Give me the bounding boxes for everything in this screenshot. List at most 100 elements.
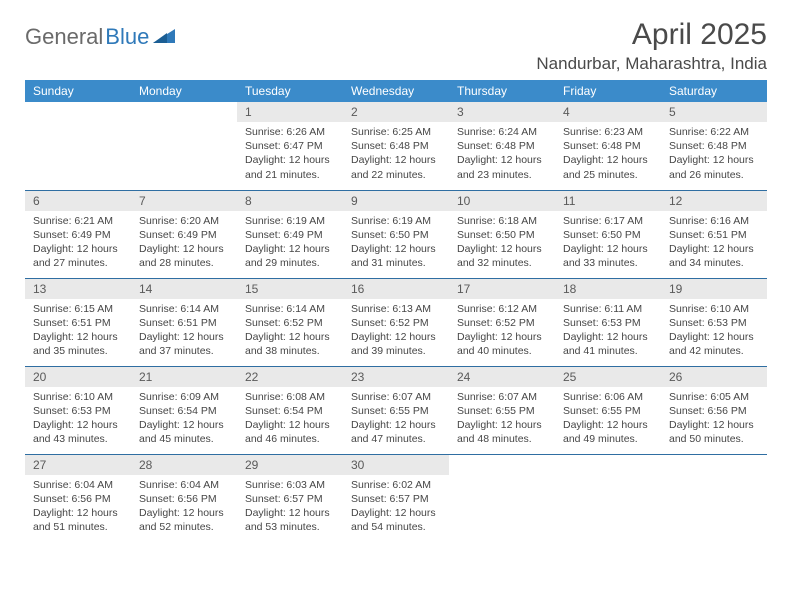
calendar-day-cell: 6Sunrise: 6:21 AMSunset: 6:49 PMDaylight… — [25, 190, 131, 278]
calendar-day-cell: 5Sunrise: 6:22 AMSunset: 6:48 PMDaylight… — [661, 102, 767, 190]
calendar-day-cell: 1Sunrise: 6:26 AMSunset: 6:47 PMDaylight… — [237, 102, 343, 190]
daylight-text: Daylight: 12 hours and 53 minutes. — [245, 506, 335, 534]
calendar-empty-cell — [449, 454, 555, 542]
daylight-text: Daylight: 12 hours and 37 minutes. — [139, 330, 229, 358]
calendar-day-cell: 12Sunrise: 6:16 AMSunset: 6:51 PMDayligh… — [661, 190, 767, 278]
sunset-text: Sunset: 6:51 PM — [139, 316, 229, 330]
calendar-day-cell: 30Sunrise: 6:02 AMSunset: 6:57 PMDayligh… — [343, 454, 449, 542]
calendar-day-cell: 9Sunrise: 6:19 AMSunset: 6:50 PMDaylight… — [343, 190, 449, 278]
day-details: Sunrise: 6:10 AMSunset: 6:53 PMDaylight:… — [25, 387, 131, 450]
day-details: Sunrise: 6:09 AMSunset: 6:54 PMDaylight:… — [131, 387, 237, 450]
day-number: 7 — [131, 191, 237, 211]
sunset-text: Sunset: 6:54 PM — [245, 404, 335, 418]
location-text: Nandurbar, Maharashtra, India — [536, 54, 767, 74]
day-header: Saturday — [661, 80, 767, 102]
day-number: 21 — [131, 367, 237, 387]
calendar-day-cell: 15Sunrise: 6:14 AMSunset: 6:52 PMDayligh… — [237, 278, 343, 366]
sunrise-text: Sunrise: 6:17 AM — [563, 214, 653, 228]
calendar-empty-cell — [131, 102, 237, 190]
calendar-day-cell: 26Sunrise: 6:05 AMSunset: 6:56 PMDayligh… — [661, 366, 767, 454]
daylight-text: Daylight: 12 hours and 35 minutes. — [33, 330, 123, 358]
day-details: Sunrise: 6:04 AMSunset: 6:56 PMDaylight:… — [131, 475, 237, 538]
sunset-text: Sunset: 6:55 PM — [457, 404, 547, 418]
day-details: Sunrise: 6:16 AMSunset: 6:51 PMDaylight:… — [661, 211, 767, 274]
sunset-text: Sunset: 6:48 PM — [457, 139, 547, 153]
daylight-text: Daylight: 12 hours and 22 minutes. — [351, 153, 441, 181]
calendar-day-cell: 27Sunrise: 6:04 AMSunset: 6:56 PMDayligh… — [25, 454, 131, 542]
day-details: Sunrise: 6:08 AMSunset: 6:54 PMDaylight:… — [237, 387, 343, 450]
day-number: 8 — [237, 191, 343, 211]
daylight-text: Daylight: 12 hours and 31 minutes. — [351, 242, 441, 270]
day-number: 2 — [343, 102, 449, 122]
daylight-text: Daylight: 12 hours and 21 minutes. — [245, 153, 335, 181]
sunrise-text: Sunrise: 6:05 AM — [669, 390, 759, 404]
daylight-text: Daylight: 12 hours and 50 minutes. — [669, 418, 759, 446]
calendar-week-row: 13Sunrise: 6:15 AMSunset: 6:51 PMDayligh… — [25, 278, 767, 366]
calendar-day-cell: 29Sunrise: 6:03 AMSunset: 6:57 PMDayligh… — [237, 454, 343, 542]
daylight-text: Daylight: 12 hours and 43 minutes. — [33, 418, 123, 446]
calendar-day-cell: 18Sunrise: 6:11 AMSunset: 6:53 PMDayligh… — [555, 278, 661, 366]
day-number: 19 — [661, 279, 767, 299]
calendar-day-cell: 4Sunrise: 6:23 AMSunset: 6:48 PMDaylight… — [555, 102, 661, 190]
sunset-text: Sunset: 6:53 PM — [563, 316, 653, 330]
calendar-day-cell: 24Sunrise: 6:07 AMSunset: 6:55 PMDayligh… — [449, 366, 555, 454]
calendar-day-cell: 2Sunrise: 6:25 AMSunset: 6:48 PMDaylight… — [343, 102, 449, 190]
day-number: 29 — [237, 455, 343, 475]
day-number: 24 — [449, 367, 555, 387]
day-number: 23 — [343, 367, 449, 387]
sunrise-text: Sunrise: 6:08 AM — [245, 390, 335, 404]
day-number: 6 — [25, 191, 131, 211]
sunrise-text: Sunrise: 6:22 AM — [669, 125, 759, 139]
sunset-text: Sunset: 6:49 PM — [33, 228, 123, 242]
sunset-text: Sunset: 6:56 PM — [669, 404, 759, 418]
sunset-text: Sunset: 6:57 PM — [245, 492, 335, 506]
day-number: 28 — [131, 455, 237, 475]
day-number: 11 — [555, 191, 661, 211]
day-details: Sunrise: 6:21 AMSunset: 6:49 PMDaylight:… — [25, 211, 131, 274]
calendar-day-cell: 3Sunrise: 6:24 AMSunset: 6:48 PMDaylight… — [449, 102, 555, 190]
sunrise-text: Sunrise: 6:12 AM — [457, 302, 547, 316]
sunset-text: Sunset: 6:52 PM — [351, 316, 441, 330]
day-details: Sunrise: 6:04 AMSunset: 6:56 PMDaylight:… — [25, 475, 131, 538]
sunrise-text: Sunrise: 6:07 AM — [457, 390, 547, 404]
day-number: 22 — [237, 367, 343, 387]
sunrise-text: Sunrise: 6:09 AM — [139, 390, 229, 404]
sunset-text: Sunset: 6:48 PM — [351, 139, 441, 153]
calendar-day-cell: 23Sunrise: 6:07 AMSunset: 6:55 PMDayligh… — [343, 366, 449, 454]
sunset-text: Sunset: 6:49 PM — [139, 228, 229, 242]
calendar-week-row: 27Sunrise: 6:04 AMSunset: 6:56 PMDayligh… — [25, 454, 767, 542]
daylight-text: Daylight: 12 hours and 41 minutes. — [563, 330, 653, 358]
calendar-day-cell: 7 Sunrise: 6:20 AMSunset: 6:49 PMDaylight… — [131, 190, 237, 278]
brand-text-2: Blue — [105, 24, 149, 50]
sunset-text: Sunset: 6:50 PM — [457, 228, 547, 242]
calendar-day-cell: 22Sunrise: 6:08 AMSunset: 6:54 PMDayligh… — [237, 366, 343, 454]
sunrise-text: Sunrise: 6:11 AM — [563, 302, 653, 316]
sunrise-text: Sunrise: 6:13 AM — [351, 302, 441, 316]
day-number: 27 — [25, 455, 131, 475]
sunrise-text: Sunrise: 6:02 AM — [351, 478, 441, 492]
day-number: 30 — [343, 455, 449, 475]
calendar-empty-cell — [25, 102, 131, 190]
day-details: Sunrise: 6:19 AMSunset: 6:49 PMDaylight:… — [237, 211, 343, 274]
daylight-text: Daylight: 12 hours and 27 minutes. — [33, 242, 123, 270]
daylight-text: Daylight: 12 hours and 38 minutes. — [245, 330, 335, 358]
day-number: 13 — [25, 279, 131, 299]
calendar-day-cell: 14Sunrise: 6:14 AMSunset: 6:51 PMDayligh… — [131, 278, 237, 366]
brand-logo: General Blue — [25, 18, 175, 50]
calendar-day-cell: 25Sunrise: 6:06 AMSunset: 6:55 PMDayligh… — [555, 366, 661, 454]
sunset-text: Sunset: 6:47 PM — [245, 139, 335, 153]
sunset-text: Sunset: 6:52 PM — [457, 316, 547, 330]
calendar-day-cell: 11Sunrise: 6:17 AMSunset: 6:50 PMDayligh… — [555, 190, 661, 278]
sunrise-text: Sunrise: 6:14 AM — [245, 302, 335, 316]
daylight-text: Daylight: 12 hours and 28 minutes. — [139, 242, 229, 270]
day-details: Sunrise: 6:17 AMSunset: 6:50 PMDaylight:… — [555, 211, 661, 274]
sunrise-text: Sunrise: 6:20 AM — [139, 214, 229, 228]
sunrise-text: Sunrise: 6:10 AM — [33, 390, 123, 404]
daylight-text: Daylight: 12 hours and 32 minutes. — [457, 242, 547, 270]
calendar-empty-cell — [661, 454, 767, 542]
day-details: Sunrise: 6:10 AMSunset: 6:53 PMDaylight:… — [661, 299, 767, 362]
day-number: 25 — [555, 367, 661, 387]
day-number: 10 — [449, 191, 555, 211]
calendar-week-row: 6Sunrise: 6:21 AMSunset: 6:49 PMDaylight… — [25, 190, 767, 278]
daylight-text: Daylight: 12 hours and 34 minutes. — [669, 242, 759, 270]
